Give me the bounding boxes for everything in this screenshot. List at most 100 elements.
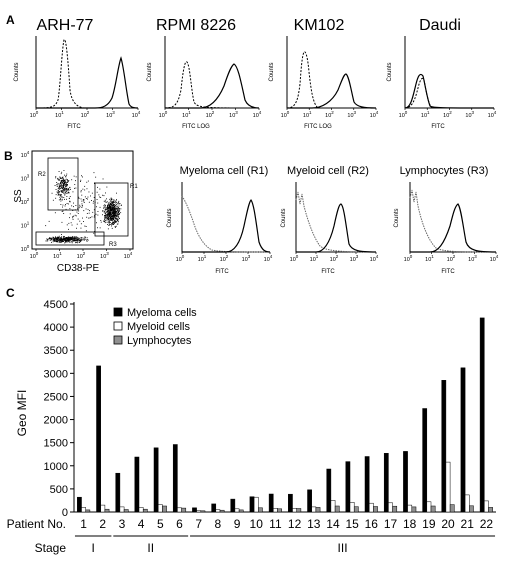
scatter-event	[67, 236, 69, 238]
scatter-event	[76, 223, 78, 225]
scatter-event	[59, 191, 60, 193]
log-tick-label: 102	[447, 254, 456, 263]
scatter-event	[55, 238, 57, 240]
scatter-event	[59, 237, 61, 239]
x-tick-label: 9	[234, 517, 241, 531]
scatter-event	[110, 211, 112, 213]
scatter-ylabel: SS	[13, 189, 24, 203]
log-tick-label: 103	[242, 254, 251, 263]
scatter-event	[107, 206, 109, 208]
log-tick-label: 101	[182, 110, 191, 119]
scatter-event	[85, 230, 87, 232]
scatter-event	[112, 211, 114, 213]
scatter-event	[74, 187, 75, 189]
scatter-event	[68, 192, 70, 194]
scatter-event	[105, 218, 107, 220]
scatter-event	[104, 222, 106, 224]
panel-b-label: B	[4, 149, 13, 163]
scatter-event	[60, 190, 62, 192]
scatter-event	[114, 212, 116, 214]
scatter-plot: SS CD38-PE R2 R1 R3 100 101 102 103 104 100 1…	[13, 150, 138, 274]
scatter-event	[109, 208, 111, 210]
bar-lymphocytes	[353, 506, 359, 513]
x-tick-label: 8	[215, 517, 222, 531]
scatter-event	[50, 238, 52, 240]
scatter-event	[68, 240, 69, 242]
scatter-event	[115, 213, 116, 215]
bar-myeloid	[234, 508, 240, 513]
scatter-event	[63, 184, 65, 185]
histogram-title: Daudi	[419, 17, 461, 34]
scatter-event	[107, 204, 108, 206]
scatter-event	[112, 205, 114, 206]
scatter-event	[81, 239, 83, 241]
scatter-event	[76, 240, 77, 242]
scatter-event	[45, 240, 47, 242]
scatter-event	[110, 217, 112, 218]
scatter-event	[57, 183, 59, 184]
x-tick-label: 14	[326, 517, 340, 531]
scatter-event	[64, 198, 65, 200]
scatter-event	[107, 209, 109, 211]
log-tick-label: 101	[303, 110, 312, 119]
x-tick-labels: 1 2 3 4 5 6 7 8 9 10 11 12 13 14 15 16 17 18 19 20 21 22	[80, 517, 493, 531]
x-tick-label: 7	[195, 517, 202, 531]
scatter-event	[70, 239, 72, 241]
log-tick-label: 100	[159, 110, 168, 119]
scatter-event	[109, 211, 111, 213]
scatter-event	[68, 189, 69, 191]
scatter-event	[109, 218, 111, 219]
scatter-event	[110, 214, 112, 215]
scatter-event	[105, 212, 106, 214]
scatter-event	[106, 213, 108, 215]
histogram-xlabel: FITC LOG	[182, 124, 210, 130]
scatter-event	[60, 181, 61, 183]
scatter-event	[51, 239, 52, 240]
scatter-event	[61, 199, 63, 201]
scatter-event	[64, 188, 65, 190]
scatter-event	[105, 217, 107, 219]
bar-myeloma	[441, 380, 447, 513]
scatter-event	[72, 191, 74, 193]
scatter-event	[61, 186, 62, 188]
histogram-ylabel: Counts	[387, 62, 393, 81]
log-tick-label: 104	[490, 254, 499, 263]
scatter-event	[65, 182, 67, 184]
scatter-event	[62, 180, 64, 182]
scatter-event	[103, 195, 105, 197]
scatter-event	[116, 214, 117, 216]
scatter-event	[118, 214, 119, 215]
scatter-event	[118, 216, 120, 218]
scatter-event	[54, 237, 56, 239]
scatter-event	[52, 236, 54, 238]
scatter-event	[62, 239, 64, 241]
scatter-event	[120, 208, 122, 210]
scatter-event	[83, 239, 85, 241]
scatter-event	[72, 216, 74, 217]
stage-groups: I II III	[74, 535, 496, 555]
bar-myeloma	[479, 317, 485, 513]
scatter-event	[59, 240, 61, 242]
scatter-event	[118, 208, 120, 210]
scatter-event	[107, 205, 108, 207]
scatter-event	[65, 191, 67, 193]
scatter-event	[80, 227, 82, 229]
scatter-event	[111, 227, 113, 229]
scatter-event	[60, 184, 62, 185]
y-tick-label: 4500	[44, 299, 68, 311]
scatter-event	[76, 237, 78, 239]
scatter-event	[63, 170, 65, 171]
scatter-event	[108, 222, 110, 224]
scatter-event	[108, 207, 110, 209]
scatter-event	[112, 207, 113, 208]
scatter-event	[104, 199, 106, 201]
log-tick-label: 101	[198, 254, 207, 263]
scatter-event	[59, 193, 61, 195]
bar-lymphocytes	[258, 507, 263, 513]
scatter-event	[58, 183, 60, 185]
scatter-event	[102, 210, 104, 212]
scatter-event	[57, 193, 59, 195]
scatter-event	[109, 220, 111, 221]
scatter-event	[106, 201, 108, 203]
scatter-event	[75, 180, 76, 182]
